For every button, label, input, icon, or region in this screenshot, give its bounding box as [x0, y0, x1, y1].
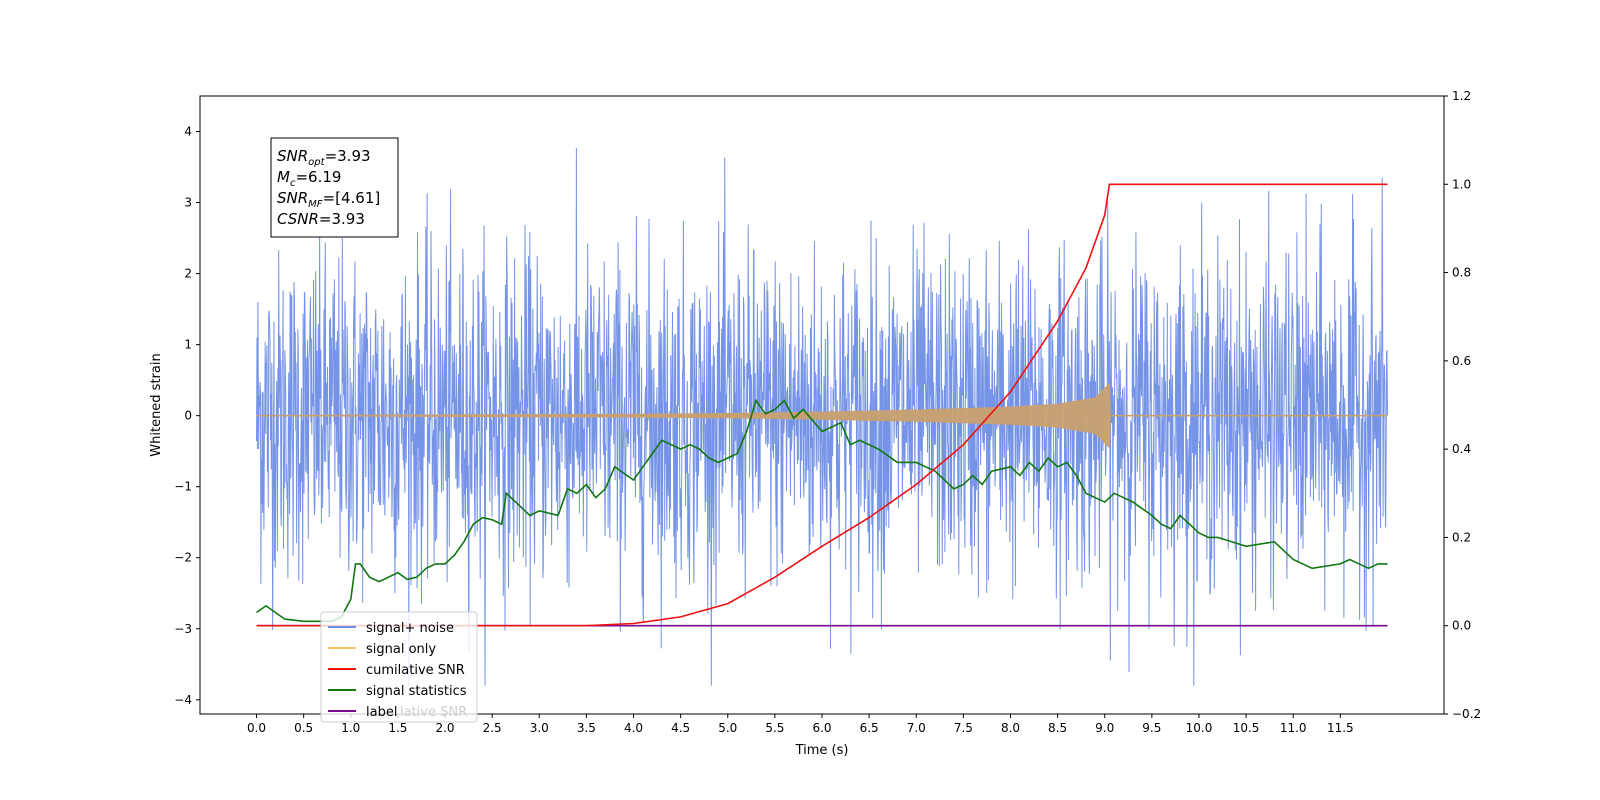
x-tick-label: 2.0	[435, 721, 454, 735]
y-tick-label-left: −1	[174, 480, 192, 494]
x-tick-label: 2.5	[483, 721, 502, 735]
series-signal-statistics	[256, 398, 1388, 623]
y-tick-label-left: −3	[174, 622, 192, 636]
x-tick-label: 7.0	[907, 721, 926, 735]
x-tick-label: 11.5	[1327, 721, 1354, 735]
x-tick-label: 3.5	[577, 721, 596, 735]
x-tick-label: 0.5	[294, 721, 313, 735]
x-tick-label: 3.0	[530, 721, 549, 735]
y-axis-right: 1.2 1.0 0.8 0.6 0.4 0.2 0.0 −0.2	[1444, 89, 1481, 721]
annotation-line: Mc=6.19	[277, 168, 341, 189]
x-tick-label: 10.0	[1186, 721, 1213, 735]
legend: signal+ noise signal only cumilative SNR si…	[320, 611, 478, 723]
y-axis-label: Whitened strain	[149, 353, 164, 456]
y-tick-label-right: 1.2	[1452, 89, 1471, 103]
legend-entry-label: cumilative SNR	[366, 663, 465, 678]
legend-entry-label: signal only	[366, 642, 436, 657]
annotation-line: SNRopt=3.93	[277, 147, 371, 168]
y-tick-label-right: 0.4	[1452, 442, 1471, 456]
x-tick-label: 7.5	[954, 721, 973, 735]
series-layer	[256, 148, 1388, 686]
x-tick-label: 11.0	[1280, 721, 1307, 735]
y-tick-label-right: 0.2	[1452, 530, 1471, 544]
annotation-line: CSNR=3.93	[277, 210, 365, 228]
y-tick-label-left: 2	[184, 267, 192, 281]
x-tick-label: 9.5	[1142, 721, 1161, 735]
legend-entry-label: signal statistics	[366, 684, 467, 699]
x-tick-label: 6.5	[860, 721, 879, 735]
series-cumilative-snr	[256, 183, 1388, 627]
x-tick-label: 8.5	[1048, 721, 1067, 735]
x-tick-label: 10.5	[1233, 721, 1260, 735]
y-tick-label-left: 4	[184, 125, 192, 139]
y-tick-label-right: 0.0	[1452, 619, 1471, 633]
x-axis: 0.0 0.5 1.0 1.5 2.0 2.5 3.0 3.5 4.0 4.5 5.0 5.5 6.0 6…	[247, 714, 1354, 735]
x-tick-label: 9.0	[1095, 721, 1114, 735]
annotation-line: SNRMF=[4.61]	[277, 189, 380, 210]
x-tick-label: 6.0	[812, 721, 831, 735]
legend-entry-label: signal+ noise	[366, 621, 454, 636]
y-tick-label-right: 0.8	[1452, 266, 1471, 280]
x-tick-label: 4.0	[624, 721, 643, 735]
x-tick-label: 1.5	[388, 721, 407, 735]
x-tick-label: 0.0	[247, 721, 266, 735]
series-signal-noise	[256, 148, 1388, 686]
legend-entry-label: label	[366, 705, 397, 720]
x-tick-label: 1.0	[341, 721, 360, 735]
y-tick-label-left: 0	[184, 409, 192, 423]
y-tick-label-left: −4	[174, 693, 192, 707]
y-tick-label-right: 1.0	[1452, 177, 1471, 191]
x-axis-label: Time (s)	[795, 743, 849, 758]
x-tick-label: 5.5	[765, 721, 784, 735]
y-tick-label-left: −2	[174, 551, 192, 565]
y-tick-label-left: 3	[184, 196, 192, 210]
y-tick-label-right: 0.6	[1452, 354, 1471, 368]
y-axis-left: 4 3 2 1 0 −1 −2 −3 −4	[174, 125, 200, 707]
x-tick-label: 5.0	[718, 721, 737, 735]
legend-overlapped-text: lative SNR	[400, 705, 467, 720]
x-tick-label: 8.0	[1001, 721, 1020, 735]
y-tick-label-right: −0.2	[1452, 707, 1481, 721]
y-tick-label-left: 1	[184, 338, 192, 352]
x-tick-label: 4.5	[671, 721, 690, 735]
